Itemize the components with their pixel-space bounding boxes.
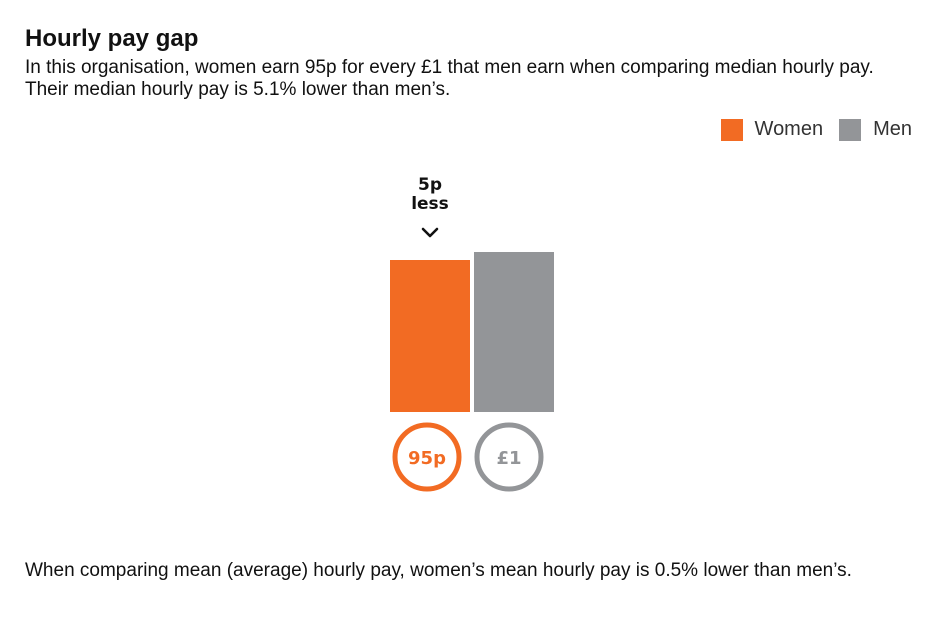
legend-item-men: Men <box>839 118 912 141</box>
value-label-women: 95p <box>408 448 446 469</box>
legend-swatch-women <box>720 118 743 141</box>
bar-men <box>474 252 554 412</box>
legend-label-women: Women <box>754 118 824 140</box>
footer-text: When comparing mean (average) hourly pay… <box>25 560 852 581</box>
chevron-down-icon <box>421 227 439 238</box>
bar-women <box>390 260 470 412</box>
gap-annotation-amount: 5p <box>418 175 442 195</box>
value-circle-women <box>392 422 462 492</box>
legend-swatch-men <box>839 118 862 141</box>
legend-label-men: Men <box>873 118 912 140</box>
intro-text: In this organisation, women earn 95p for… <box>25 57 874 100</box>
chart-title: Hourly pay gap <box>25 25 199 52</box>
legend-item-women: Women <box>720 118 824 141</box>
value-circle-men <box>474 422 544 492</box>
value-label-men: £1 <box>496 448 521 469</box>
legend: Women Men <box>705 118 912 141</box>
gap-annotation-label: less <box>411 194 449 214</box>
